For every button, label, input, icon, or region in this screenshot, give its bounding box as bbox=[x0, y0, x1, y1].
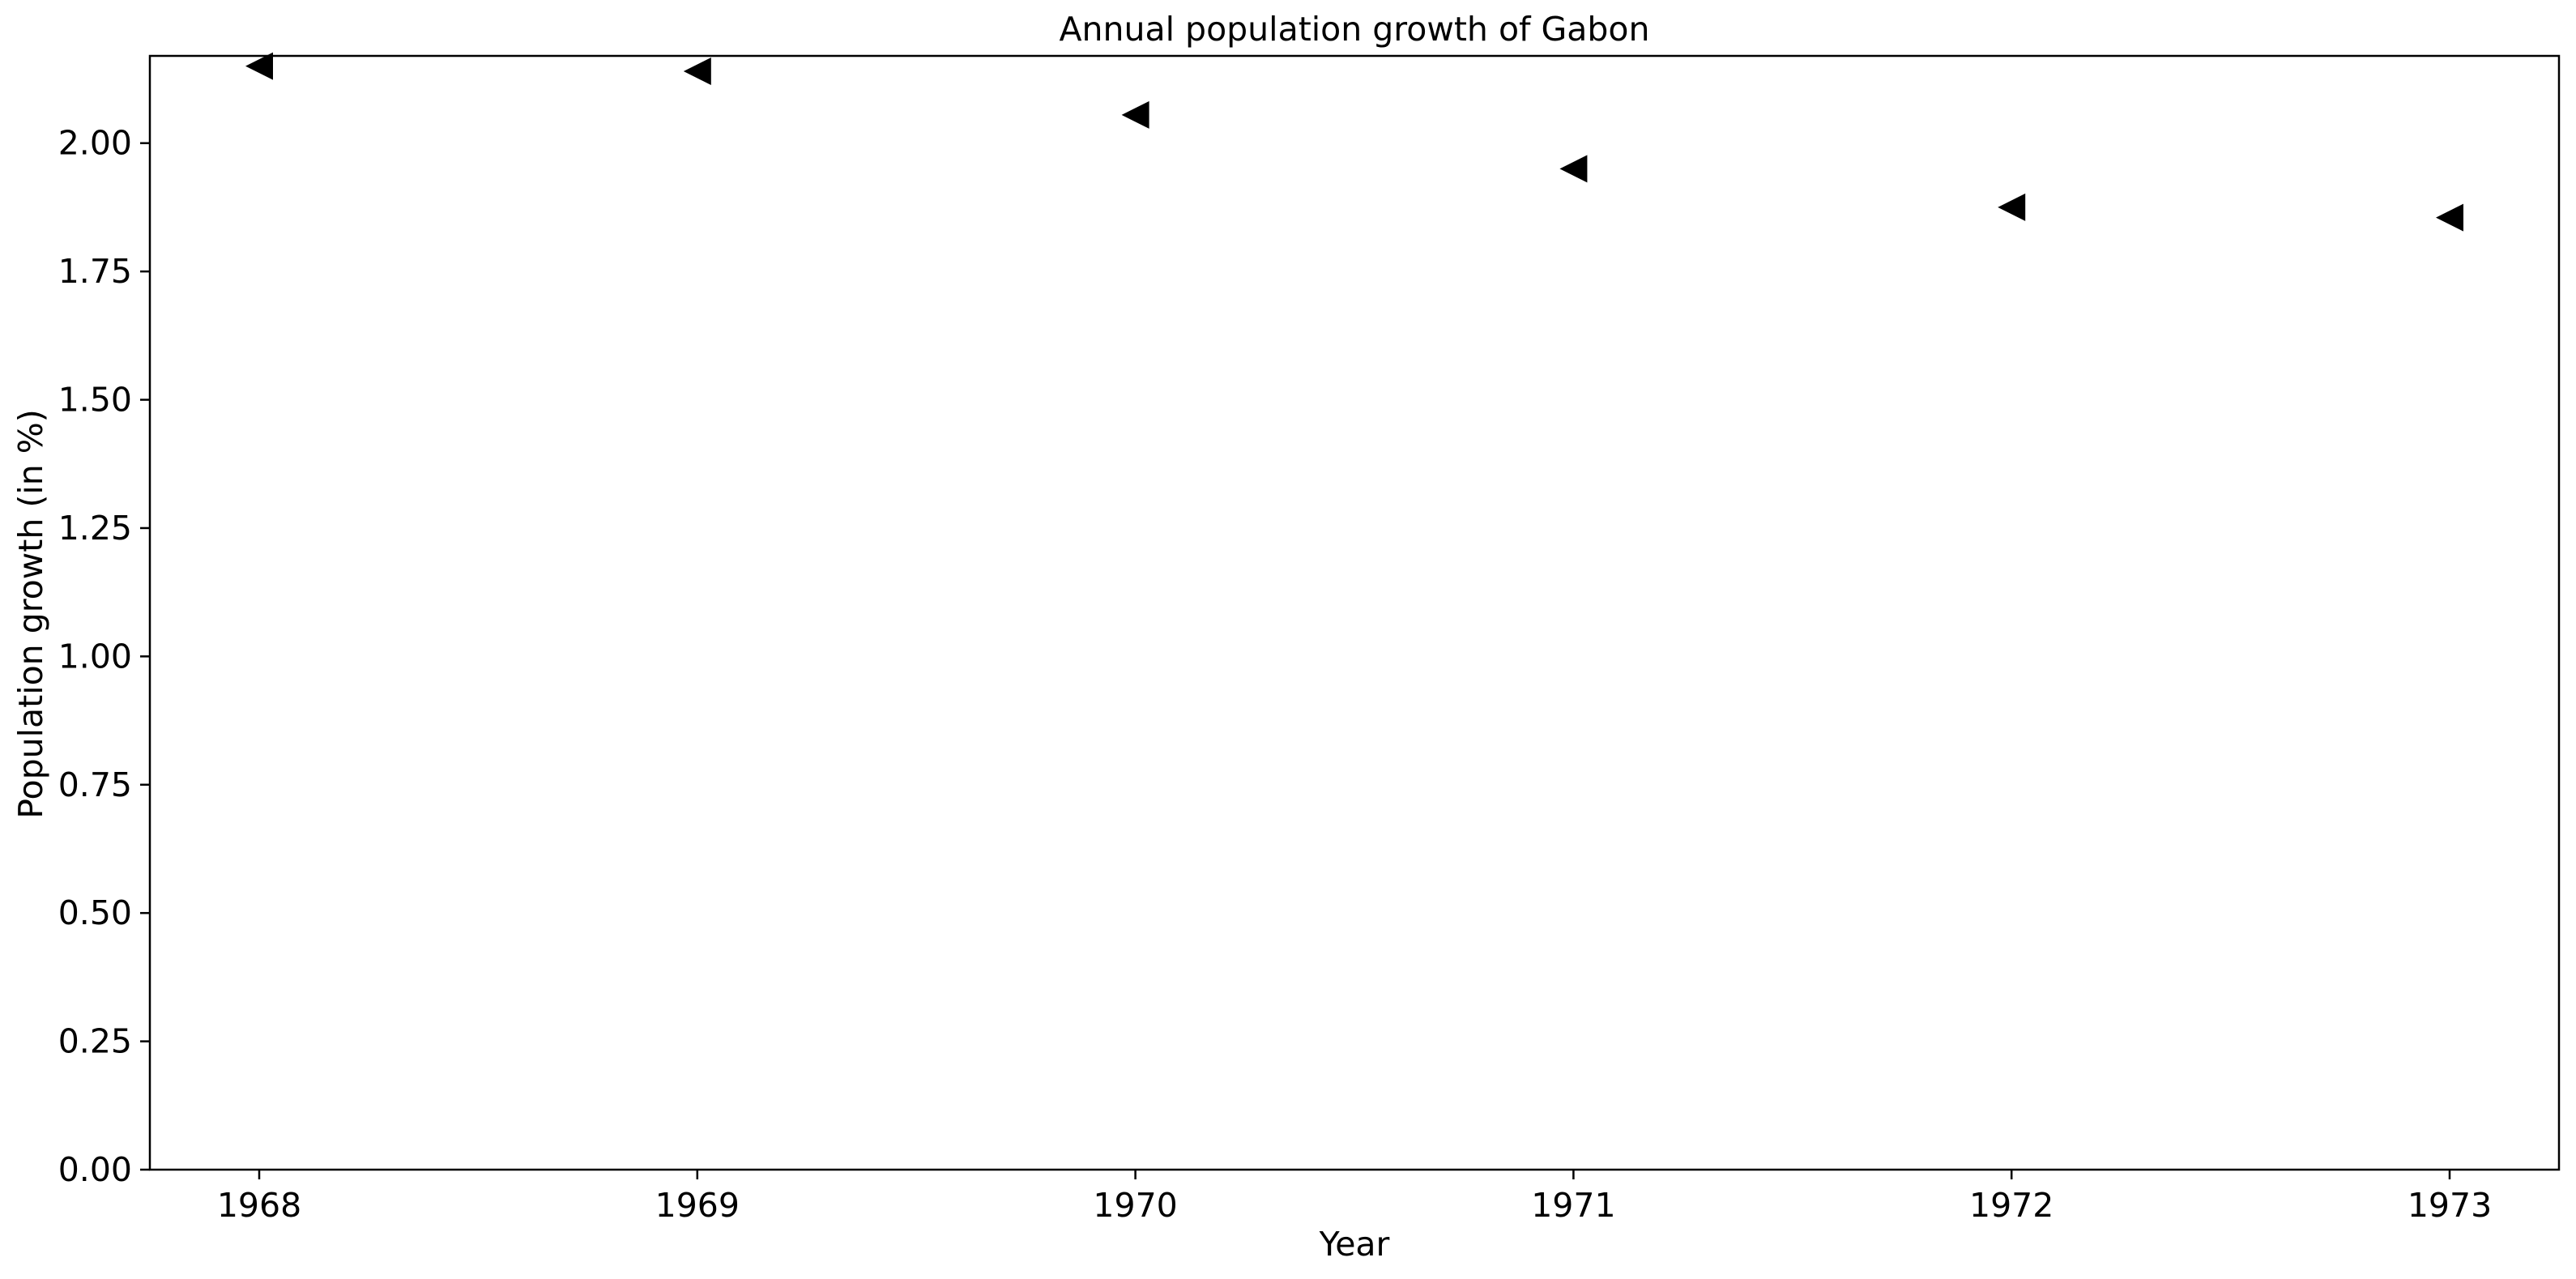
y-tick-label: 2.00 bbox=[58, 124, 132, 163]
x-tick-label: 1969 bbox=[655, 1186, 740, 1225]
y-axis: 0.00 0.25 0.50 0.75 1.00 1.25 1.50 1.75 2.00 bbox=[58, 124, 150, 1189]
y-tick-label: 1.25 bbox=[58, 509, 132, 548]
x-tick-label: 1973 bbox=[2408, 1186, 2492, 1225]
y-tick-label: 0.50 bbox=[58, 893, 132, 932]
data-point bbox=[1998, 193, 2026, 221]
x-tick-label: 1968 bbox=[217, 1186, 301, 1225]
plot-frame bbox=[148, 54, 2561, 1171]
x-axis: 1968 1969 1970 1971 1972 1973 bbox=[217, 1170, 2492, 1225]
data-point bbox=[1121, 100, 1149, 129]
x-tick-label: 1971 bbox=[1531, 1186, 1615, 1225]
y-tick-label: 1.75 bbox=[58, 252, 132, 291]
y-tick-label: 1.00 bbox=[58, 637, 132, 676]
data-point bbox=[245, 52, 273, 80]
data-series bbox=[245, 52, 2463, 232]
data-point bbox=[1559, 155, 1588, 183]
data-point bbox=[683, 58, 711, 86]
y-tick-label: 0.25 bbox=[58, 1022, 132, 1061]
y-tick-label: 1.50 bbox=[58, 381, 132, 420]
data-point bbox=[2436, 203, 2463, 232]
y-tick-label: 0.75 bbox=[58, 765, 132, 804]
x-axis-label: Year bbox=[1319, 1225, 1390, 1264]
y-tick-label: 0.00 bbox=[58, 1150, 132, 1189]
x-tick-label: 1970 bbox=[1093, 1186, 1177, 1225]
chart-title: Annual population growth of Gabon bbox=[1060, 10, 1650, 49]
x-tick-label: 1972 bbox=[1969, 1186, 2054, 1225]
y-axis-label: Population growth (in %) bbox=[11, 409, 50, 819]
